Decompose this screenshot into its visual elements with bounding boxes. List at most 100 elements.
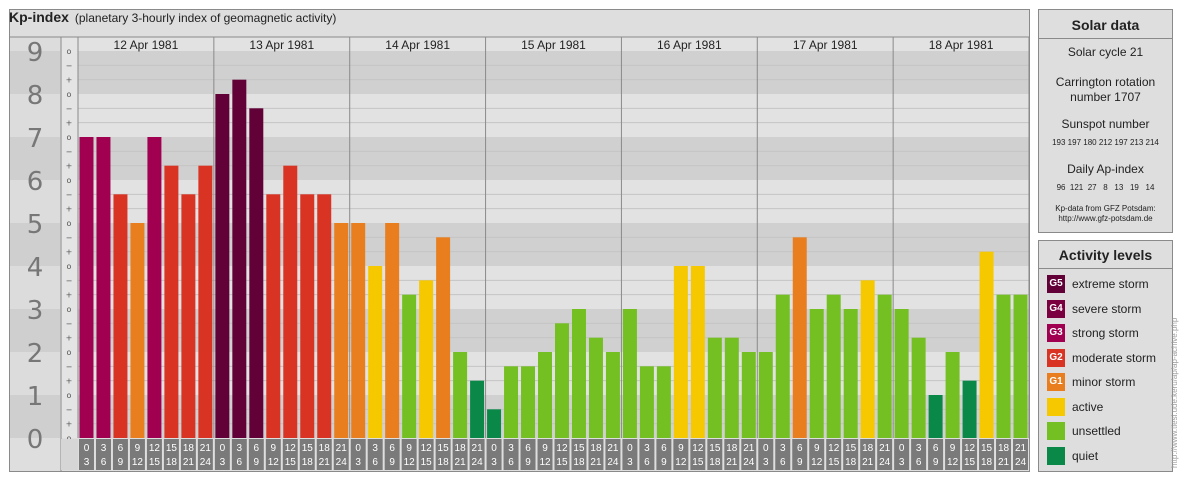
hour-start-label: 15 xyxy=(438,443,450,454)
hour-start-label: 0 xyxy=(491,443,497,454)
legend-label: minor storm xyxy=(1072,375,1136,389)
y-minor-tick-label: + xyxy=(66,76,73,85)
kp-bar xyxy=(317,194,332,438)
kp-bar xyxy=(266,194,281,438)
hour-end-label: 18 xyxy=(438,457,450,468)
hour-start-label: 15 xyxy=(573,443,585,454)
hour-start-label: 0 xyxy=(627,443,633,454)
hour-label-bg xyxy=(520,439,536,470)
y-minor-tick-label: + xyxy=(66,377,73,386)
y-tick-label: 9 xyxy=(27,38,44,68)
day-label: 18 Apr 1981 xyxy=(929,38,994,52)
legend-label: quiet xyxy=(1072,448,1099,463)
hour-end-label: 18 xyxy=(166,457,178,468)
hour-start-label: 15 xyxy=(981,443,993,454)
hour-start-label: 21 xyxy=(472,443,484,454)
hour-start-label: 15 xyxy=(709,443,721,454)
sunspot-title: Sunspot number xyxy=(1061,117,1150,131)
hour-end-label: 9 xyxy=(797,457,803,468)
kp-bar xyxy=(605,352,620,438)
hour-end-label: 15 xyxy=(828,457,840,468)
legend-swatch: G5 xyxy=(1047,275,1065,293)
source-url[interactable]: http://www.gfz-potsdam.de xyxy=(1058,214,1153,223)
y-minor-tick-label: o xyxy=(67,348,72,357)
activity-levels-panel: Activity levels G5 extreme storm G4 severe … xyxy=(1038,240,1173,472)
hour-label-bg xyxy=(231,439,247,470)
hour-label-bg xyxy=(282,439,298,470)
hour-start-label: 3 xyxy=(508,443,514,454)
hour-start-label: 12 xyxy=(421,443,433,454)
hour-label-bg xyxy=(112,439,128,470)
day-label: 17 Apr 1981 xyxy=(793,38,858,52)
hour-label-bg xyxy=(690,439,706,470)
hour-label-bg xyxy=(707,439,723,470)
hour-label-bg xyxy=(299,439,315,470)
y-minor-tick-label: − xyxy=(66,147,73,156)
hour-label-bg xyxy=(79,439,94,470)
hour-end-label: 15 xyxy=(556,457,568,468)
y-minor-tick-label: o xyxy=(67,90,72,99)
kp-bar xyxy=(775,294,790,438)
kp-bar xyxy=(741,352,756,438)
hour-end-label: 6 xyxy=(237,457,243,468)
hour-start-label: 9 xyxy=(542,443,548,454)
hour-label-corner xyxy=(61,439,78,470)
hour-end-label: 9 xyxy=(661,457,667,468)
kp-bar xyxy=(588,337,603,438)
kp-bar xyxy=(232,79,247,438)
kp-bar xyxy=(521,366,536,438)
legend-swatch: G2 xyxy=(1047,348,1065,367)
hour-start-label: 18 xyxy=(590,443,602,454)
hour-label-bg xyxy=(1013,439,1028,470)
kp-bar xyxy=(996,294,1011,438)
hour-start-label: 0 xyxy=(84,443,90,454)
hour-label-bg xyxy=(843,439,859,470)
hour-start-label: 9 xyxy=(678,443,684,454)
legend-swatch xyxy=(1047,397,1065,416)
hour-start-label: 3 xyxy=(916,443,922,454)
y-minor-tick-label: − xyxy=(66,233,73,242)
hour-label-bg xyxy=(792,439,808,470)
hour-label-bg xyxy=(146,439,162,470)
kp-bar xyxy=(894,309,909,438)
y-band-label-bg xyxy=(10,180,60,223)
hour-start-label: 15 xyxy=(302,443,314,454)
divider xyxy=(1039,268,1172,269)
hour-label-bg xyxy=(945,439,961,470)
legend-label: strong storm xyxy=(1072,326,1139,340)
hour-start-label: 3 xyxy=(780,443,786,454)
hour-start-label: 9 xyxy=(814,443,820,454)
hour-start-label: 0 xyxy=(763,443,769,454)
y-minor-tick-label: + xyxy=(66,334,73,343)
kp-bar xyxy=(877,294,892,438)
kp-bar xyxy=(911,337,926,438)
hour-end-label: 3 xyxy=(627,457,633,468)
credit-url: http://www.tiesi.ude.keru/ap/ap-achive.p… xyxy=(1170,317,1179,468)
hour-label-bg xyxy=(163,439,179,470)
hour-end-label: 15 xyxy=(692,457,704,468)
kp-bar xyxy=(656,366,671,438)
hour-label-bg xyxy=(928,439,944,470)
y-band-label-bg xyxy=(10,37,60,51)
kp-bar xyxy=(945,352,960,438)
hour-end-label: 3 xyxy=(491,457,497,468)
y-minor-tick-label: + xyxy=(66,248,73,257)
hour-label-bg xyxy=(197,439,213,470)
kp-bar xyxy=(300,194,315,438)
hour-end-label: 12 xyxy=(947,457,959,468)
day-label: 16 Apr 1981 xyxy=(657,38,722,52)
hour-start-label: 9 xyxy=(950,443,956,454)
chart-header: Kp-index (planetary 3-hourly index of geo… xyxy=(9,9,336,25)
kp-bar xyxy=(707,337,722,438)
kp-bar xyxy=(724,337,739,438)
hour-label-bg xyxy=(333,439,349,470)
hour-end-label: 12 xyxy=(404,457,416,468)
legend-swatch xyxy=(1047,446,1065,465)
hour-end-label: 18 xyxy=(302,457,314,468)
kp-bar xyxy=(639,366,654,438)
hour-start-label: 12 xyxy=(692,443,704,454)
y-band xyxy=(78,37,1029,51)
sunspot-values: 193 197 180 212 197 213 214 xyxy=(1052,138,1159,147)
y-tick-label: 0 xyxy=(27,425,44,455)
